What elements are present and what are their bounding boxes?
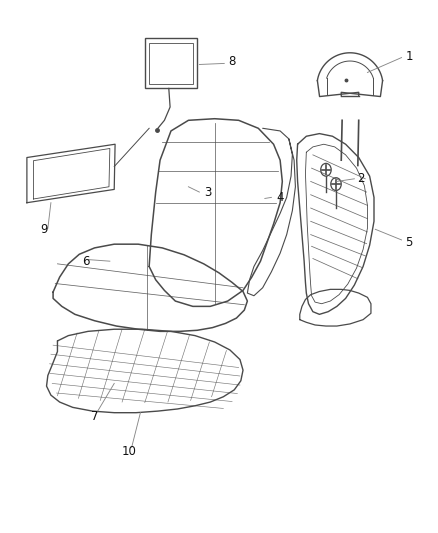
- Text: 7: 7: [91, 410, 98, 423]
- Text: 1: 1: [405, 50, 413, 63]
- Text: 4: 4: [276, 191, 284, 204]
- Text: 10: 10: [122, 445, 137, 458]
- Text: 3: 3: [205, 185, 212, 199]
- Text: 6: 6: [82, 255, 90, 268]
- Text: 2: 2: [357, 172, 365, 185]
- Text: 8: 8: [228, 55, 236, 68]
- Text: 5: 5: [405, 236, 413, 249]
- Text: 9: 9: [41, 223, 48, 236]
